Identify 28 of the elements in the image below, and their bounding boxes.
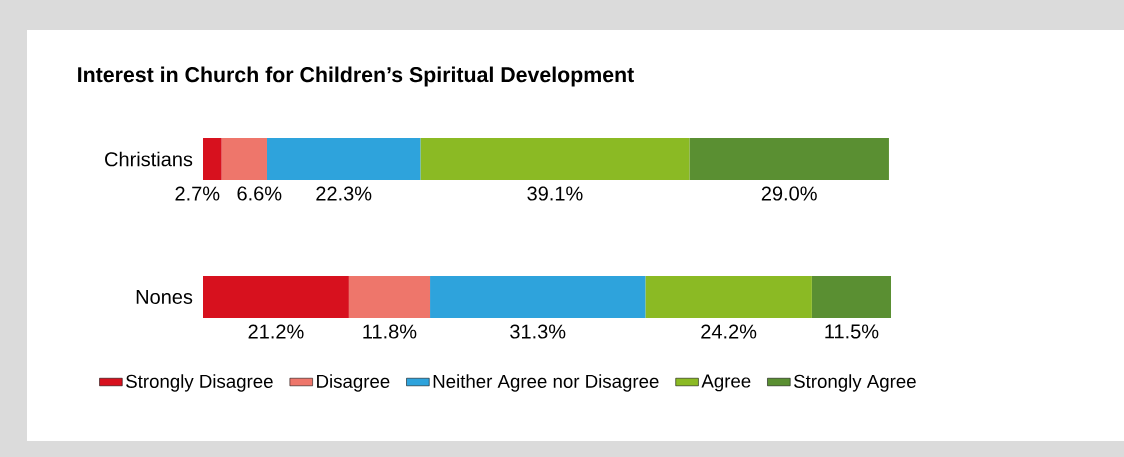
legend-label: Agree xyxy=(701,374,751,392)
data-label: 21.2% xyxy=(248,324,304,339)
bar xyxy=(348,276,431,318)
data-label: 11.8% xyxy=(363,324,417,339)
bar xyxy=(811,276,892,318)
legend-label: Disagree xyxy=(317,374,390,392)
bar xyxy=(430,276,646,318)
data-label: 24.2% xyxy=(701,324,757,339)
legend-label: Strongly Agree xyxy=(794,374,916,392)
data-label: 31.3% xyxy=(510,324,566,339)
bar xyxy=(420,138,690,180)
data-label: 29.0% xyxy=(761,186,817,201)
bar xyxy=(203,276,349,318)
chart-title: Interest in Church for Children’s Spiritual Development xyxy=(78,66,634,87)
legend-label: Neither Agree nor Disagree xyxy=(433,374,659,392)
y-tick-label: Nones xyxy=(136,290,193,304)
bar xyxy=(689,138,889,180)
data-label: 2.7% xyxy=(175,186,220,201)
data-label: 6.6% xyxy=(237,186,282,201)
bar xyxy=(221,138,267,180)
bar xyxy=(203,138,222,180)
data-label: 39.1% xyxy=(527,186,583,201)
legend-label: Strongly Disagree xyxy=(126,374,273,392)
data-label: 11.5% xyxy=(825,324,879,339)
y-tick-label: Christians xyxy=(105,151,193,167)
bar xyxy=(645,276,812,318)
data-label: 22.3% xyxy=(316,186,372,201)
bar xyxy=(266,138,421,180)
